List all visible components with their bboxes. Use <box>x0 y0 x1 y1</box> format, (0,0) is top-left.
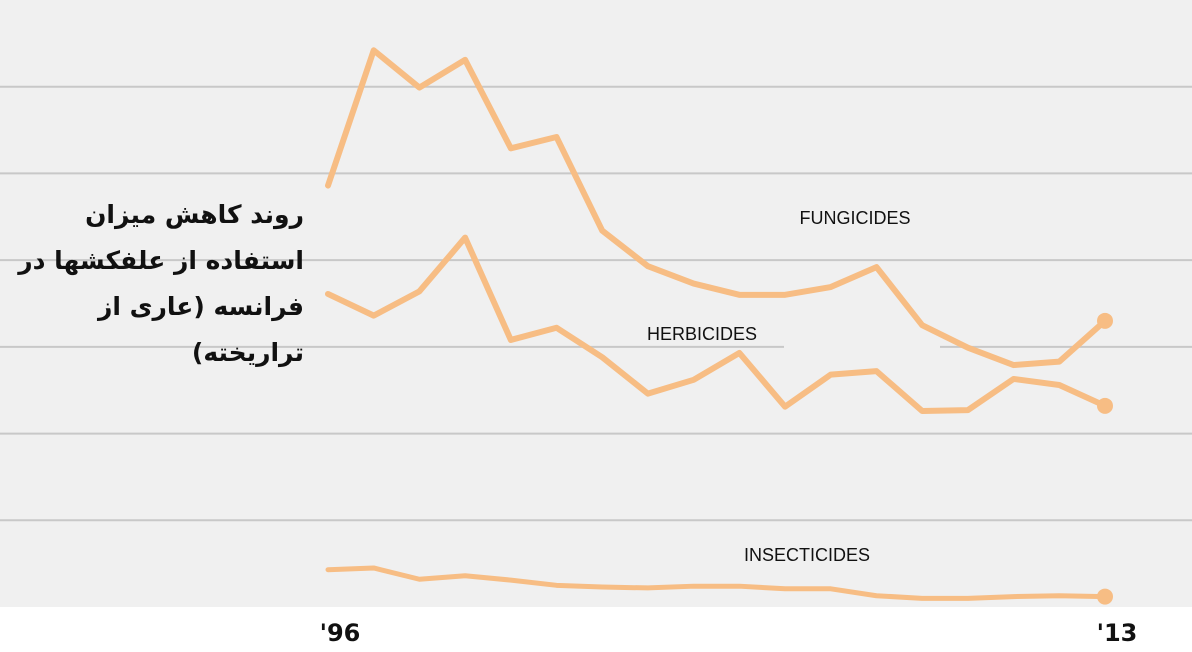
x-tick-label: '96 <box>320 619 361 647</box>
series-label-herbicides: HERBICIDES <box>647 324 757 344</box>
x-tick-label: '13 <box>1097 619 1138 647</box>
series-line-herbicides <box>325 234 1108 415</box>
end-point-herbicides <box>1097 397 1113 414</box>
chart-title: روند کاهش میزان استفاده از علفکشها در فر… <box>18 200 304 367</box>
end-point-fungicides <box>1097 312 1113 329</box>
plot-background <box>0 0 1192 607</box>
series-label-fungicides: FUNGICIDES <box>799 208 910 228</box>
series-line-insecticides <box>325 565 1108 601</box>
series-line-fungicides <box>325 47 1108 369</box>
series-label-insecticides: INSECTICIDES <box>744 545 870 565</box>
end-point-insecticides <box>1097 588 1113 605</box>
